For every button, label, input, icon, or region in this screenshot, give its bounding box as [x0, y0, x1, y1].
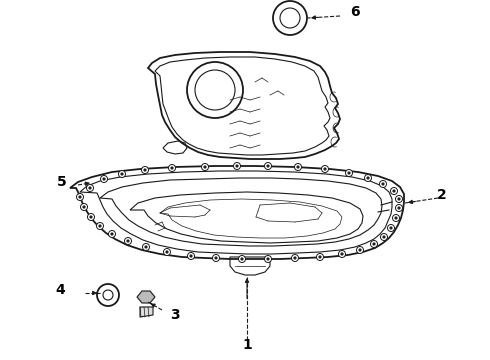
Circle shape	[190, 255, 192, 257]
Circle shape	[388, 225, 394, 231]
Text: 2: 2	[437, 188, 447, 202]
Circle shape	[83, 206, 85, 208]
Circle shape	[383, 236, 385, 238]
Circle shape	[169, 165, 175, 171]
Circle shape	[89, 187, 91, 189]
Circle shape	[395, 217, 397, 219]
Circle shape	[297, 166, 299, 168]
Circle shape	[103, 178, 105, 180]
Circle shape	[292, 255, 298, 261]
Circle shape	[144, 169, 146, 171]
Circle shape	[393, 190, 395, 192]
Circle shape	[87, 185, 94, 192]
Text: 3: 3	[170, 308, 180, 322]
Circle shape	[267, 258, 269, 260]
Circle shape	[265, 256, 271, 262]
Circle shape	[145, 246, 147, 248]
Text: 4: 4	[55, 283, 65, 297]
Circle shape	[370, 240, 377, 248]
Circle shape	[390, 227, 392, 229]
Circle shape	[341, 253, 343, 255]
Circle shape	[241, 258, 243, 260]
Circle shape	[143, 243, 149, 251]
Polygon shape	[137, 291, 155, 303]
Circle shape	[357, 247, 364, 253]
Circle shape	[348, 172, 350, 174]
Circle shape	[321, 166, 328, 172]
Circle shape	[395, 204, 402, 212]
Circle shape	[166, 251, 168, 253]
Polygon shape	[140, 307, 153, 317]
Circle shape	[294, 163, 301, 171]
Circle shape	[99, 225, 101, 227]
Circle shape	[236, 165, 238, 167]
Circle shape	[76, 194, 83, 201]
Circle shape	[127, 240, 129, 242]
Circle shape	[379, 180, 387, 188]
Circle shape	[339, 251, 345, 257]
Circle shape	[213, 255, 220, 261]
Circle shape	[395, 195, 402, 202]
Circle shape	[391, 188, 397, 194]
Circle shape	[88, 213, 95, 220]
Circle shape	[124, 238, 131, 244]
Circle shape	[294, 257, 296, 259]
Circle shape	[324, 168, 326, 170]
Circle shape	[119, 171, 125, 177]
Circle shape	[188, 252, 195, 260]
Circle shape	[365, 175, 371, 181]
Circle shape	[142, 166, 148, 174]
Circle shape	[204, 166, 206, 168]
Circle shape	[345, 170, 352, 176]
Circle shape	[90, 216, 92, 218]
Circle shape	[111, 233, 113, 235]
Circle shape	[215, 257, 217, 259]
Text: 1: 1	[242, 338, 252, 352]
Circle shape	[80, 203, 88, 211]
Circle shape	[381, 234, 388, 240]
Circle shape	[171, 167, 173, 169]
Circle shape	[267, 165, 269, 167]
Circle shape	[398, 207, 400, 209]
Circle shape	[359, 249, 361, 251]
Circle shape	[79, 196, 81, 198]
Circle shape	[398, 198, 400, 200]
Circle shape	[234, 162, 241, 170]
Circle shape	[121, 173, 123, 175]
Circle shape	[367, 177, 369, 179]
Circle shape	[392, 215, 399, 221]
Circle shape	[317, 253, 323, 261]
Circle shape	[100, 176, 107, 183]
Circle shape	[382, 183, 384, 185]
Circle shape	[265, 162, 271, 170]
Circle shape	[319, 256, 321, 258]
Circle shape	[373, 243, 375, 245]
Circle shape	[164, 248, 171, 256]
Text: 5: 5	[57, 175, 67, 189]
Text: 6: 6	[350, 5, 360, 19]
Circle shape	[239, 256, 245, 262]
Circle shape	[97, 222, 103, 230]
Circle shape	[201, 163, 209, 171]
Circle shape	[108, 230, 116, 238]
